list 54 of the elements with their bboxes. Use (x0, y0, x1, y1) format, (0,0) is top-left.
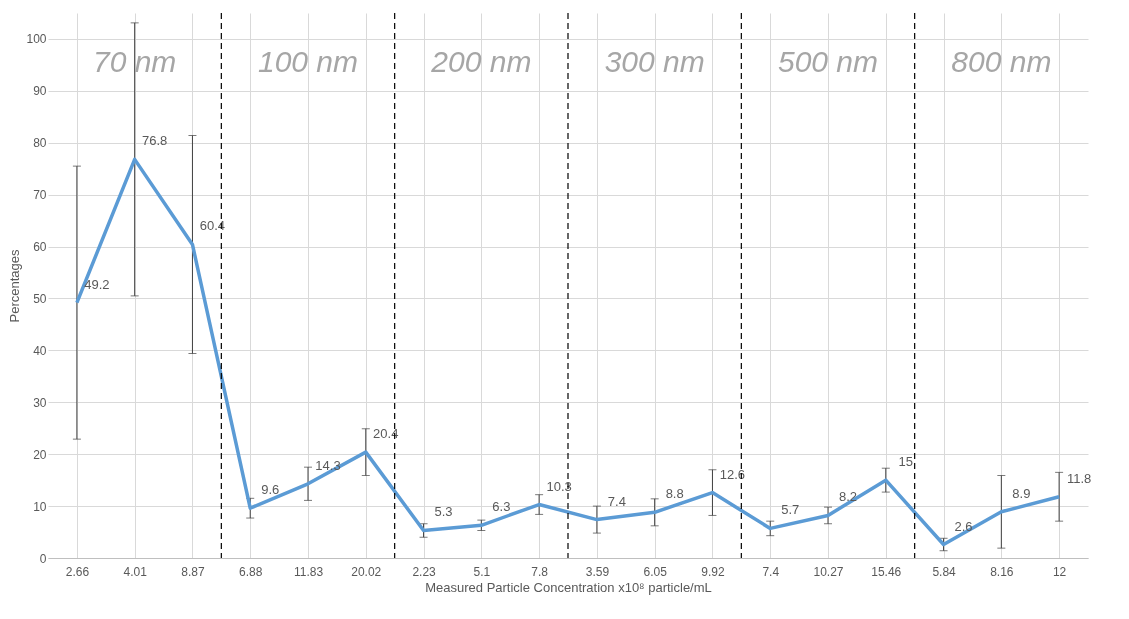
data-label: 20.4 (373, 426, 399, 442)
data-label: 15 (898, 454, 914, 470)
x-axis-title: Measured Particle Concentration x10⁸ particle/mL (425, 579, 712, 595)
data-label: 11.8 (1066, 470, 1092, 486)
y-tick-label: 90 (33, 84, 47, 99)
y-tick-label: 80 (33, 136, 47, 151)
x-tick-label: 5.84 (932, 564, 957, 579)
data-label: 5.3 (434, 504, 453, 520)
x-tick-label: 20.02 (351, 564, 382, 579)
data-label: 7.4 (607, 493, 626, 509)
annotation: 100 nm (257, 45, 359, 78)
data-label: 10.3 (546, 478, 572, 494)
annotation: 500 nm (777, 45, 879, 78)
data-label: 5.7 (781, 502, 800, 518)
x-tick-label: 4.01 (123, 564, 148, 579)
x-tick-label: 11.83 (293, 564, 324, 579)
x-tick-label: 8.16 (990, 564, 1014, 579)
y-axis-title: Percentages (7, 249, 23, 323)
y-tick-label: 100 (26, 32, 47, 47)
x-tick-label: 5.1 (473, 564, 491, 579)
data-label: 9.6 (261, 482, 280, 498)
x-tick-label: 8.87 (181, 564, 205, 579)
x-tick-label: 7.4 (762, 564, 780, 579)
y-tick-label: 0 (39, 551, 47, 566)
data-label: 8.8 (665, 486, 684, 502)
x-tick-label: 12 (1052, 564, 1067, 579)
data-label: 76.8 (142, 133, 168, 149)
data-label: 6.3 (492, 499, 511, 515)
y-tick-label: 10 (33, 499, 47, 514)
y-tick-label: 20 (33, 447, 47, 462)
x-tick-label: 7.8 (531, 564, 549, 579)
data-label: 14.3 (315, 457, 341, 473)
annotation: 200 nm (430, 45, 532, 78)
x-tick-label: 10.27 (813, 564, 844, 579)
data-label: 2.6 (954, 518, 973, 534)
y-tick-label: 50 (33, 291, 47, 306)
x-tick-label: 2.23 (412, 564, 437, 579)
data-label: 8.9 (1012, 485, 1031, 501)
line-series (75, 157, 1061, 547)
y-tick-label: 70 (33, 188, 47, 203)
data-label: 8.2 (838, 489, 858, 505)
x-tick-label: 15.46 (871, 564, 902, 579)
x-tick-label: 9.92 (701, 564, 725, 579)
data-label: 60.4 (199, 218, 226, 234)
x-tick-label: 6.88 (239, 564, 263, 579)
x-tick-label: 3.59 (585, 564, 610, 579)
x-tick-label: 2.66 (65, 564, 90, 579)
y-tick-label: 40 (33, 343, 47, 358)
x-tick-label: 6.05 (643, 564, 668, 579)
annotation: 300 nm (604, 45, 705, 78)
data-label: 12.6 (719, 466, 746, 482)
y-tick-label: 30 (33, 395, 47, 410)
y-tick-label: 60 (33, 240, 47, 255)
annotation: 800 nm (951, 45, 1052, 78)
